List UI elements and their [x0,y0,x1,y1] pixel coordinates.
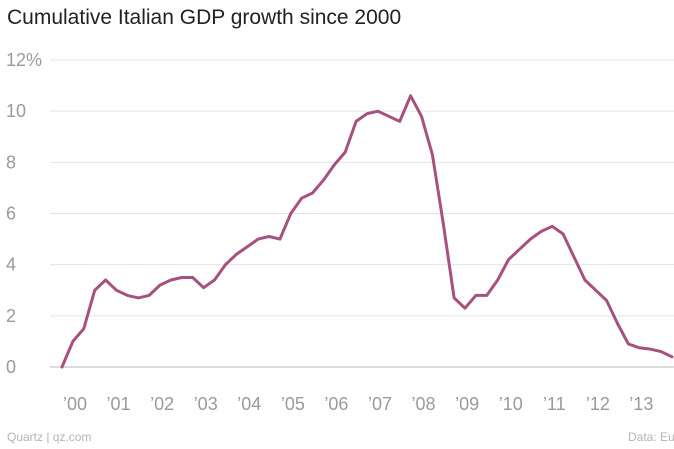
y-tick-label: 12% [6,50,42,70]
x-tick-label: ’01 [107,394,131,414]
y-tick-label: 2 [6,306,16,326]
y-tick-label: 8 [6,152,16,172]
data-source: Data: Eurostat [628,430,674,444]
y-axis: 0 2 4 6 8 10 12% [6,50,42,377]
chart-title: Cumulative Italian GDP growth since 2000 [7,6,402,29]
x-tick-label: ’03 [194,394,218,414]
x-tick-label: ’14 [673,394,674,414]
x-tick-label: ’02 [150,394,174,414]
x-tick-label: ’11 [543,394,566,414]
y-tick-label: 4 [6,255,16,275]
x-axis: ’00 ’01 ’02 ’03 ’04 ’05 ’06 ’07 ’08 ’09 ’10 ’11 ’12 ’… [63,394,674,414]
source-credit: Quartz | qz.com [7,430,92,444]
x-tick-label: ’13 [629,394,653,414]
x-tick-label: ’07 [368,394,392,414]
y-tick-label: 6 [6,204,16,224]
x-tick-label: ’06 [324,394,348,414]
x-tick-label: ’09 [455,394,479,414]
x-tick-label: ’00 [63,394,87,414]
x-tick-label: ’10 [499,394,523,414]
x-tick-label: ’08 [412,394,436,414]
series-line [60,94,674,369]
x-tick-label: ’04 [237,394,261,414]
series-layer [60,94,674,369]
grid-lines [50,59,674,368]
y-tick-label: 0 [6,357,16,377]
y-tick-label: 10 [6,101,26,121]
x-tick-label: ’05 [281,394,305,414]
x-tick-label: ’12 [586,394,610,414]
